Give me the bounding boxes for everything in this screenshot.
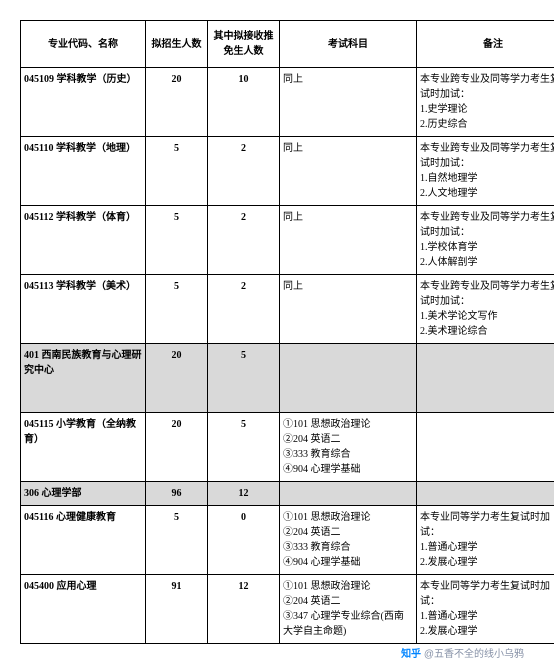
- admission-table: 专业代码、名称 拟招生人数 其中拟接收推免生人数 考试科目 备注 045109 …: [20, 20, 554, 644]
- cell-code: 401 西南民族教育与心理研究中心: [21, 344, 146, 413]
- cell-subj: 同上: [280, 206, 417, 275]
- header-row: 专业代码、名称 拟招生人数 其中拟接收推免生人数 考试科目 备注: [21, 21, 554, 68]
- cell-note: [417, 413, 554, 482]
- cell-num2: 12: [208, 482, 280, 506]
- table-body: 045109 学科教学（历史）2010同上本专业跨专业及同等学力考生复试时加试：…: [21, 68, 554, 644]
- cell-subj: 同上: [280, 275, 417, 344]
- brand-text: 知乎: [401, 649, 421, 660]
- table-row: 045400 应用心理9112①101 思想政治理论 ②204 英语二 ③347…: [21, 575, 554, 644]
- cell-code: 045115 小学教育（全纳教育）: [21, 413, 146, 482]
- cell-num2: 2: [208, 137, 280, 206]
- cell-code: 306 心理学部: [21, 482, 146, 506]
- header-note: 备注: [417, 21, 554, 68]
- header-subj: 考试科目: [280, 21, 417, 68]
- cell-note: 本专业跨专业及同等学力考生复试时加试： 1.学校体育学 2.人体解剖学: [417, 206, 554, 275]
- cell-subj: [280, 344, 417, 413]
- cell-note: 本专业同等学力考生复试时加试： 1.普通心理学 2.发展心理学: [417, 506, 554, 575]
- cell-subj: 同上: [280, 68, 417, 137]
- cell-num1: 20: [146, 413, 208, 482]
- cell-note: 本专业跨专业及同等学力考生复试时加试： 1.史学理论 2.历史综合: [417, 68, 554, 137]
- cell-num2: 2: [208, 275, 280, 344]
- cell-num1: 5: [146, 206, 208, 275]
- cell-num2: 5: [208, 413, 280, 482]
- cell-num1: 91: [146, 575, 208, 644]
- cell-code: 045116 心理健康教育: [21, 506, 146, 575]
- cell-code: 045112 学科教学（体育）: [21, 206, 146, 275]
- cell-num1: 20: [146, 68, 208, 137]
- table-row: 045110 学科教学（地理）52同上本专业跨专业及同等学力考生复试时加试： 1…: [21, 137, 554, 206]
- cell-num1: 96: [146, 482, 208, 506]
- table-row: 045109 学科教学（历史）2010同上本专业跨专业及同等学力考生复试时加试：…: [21, 68, 554, 137]
- cell-subj: 同上: [280, 137, 417, 206]
- header-num1: 拟招生人数: [146, 21, 208, 68]
- cell-code: 045113 学科教学（美术）: [21, 275, 146, 344]
- table-row: 401 西南民族教育与心理研究中心205: [21, 344, 554, 413]
- user-text: @五香不全的线小乌鸦: [424, 649, 524, 660]
- cell-num2: 12: [208, 575, 280, 644]
- cell-num1: 5: [146, 137, 208, 206]
- cell-note: [417, 482, 554, 506]
- cell-note: [417, 344, 554, 413]
- cell-subj: ①101 思想政治理论 ②204 英语二 ③347 心理学专业综合(西南大学自主…: [280, 575, 417, 644]
- cell-subj: [280, 482, 417, 506]
- cell-num1: 20: [146, 344, 208, 413]
- table-row: 045113 学科教学（美术）52同上本专业跨专业及同等学力考生复试时加试： 1…: [21, 275, 554, 344]
- table-row: 045116 心理健康教育50①101 思想政治理论 ②204 英语二 ③333…: [21, 506, 554, 575]
- cell-code: 045110 学科教学（地理）: [21, 137, 146, 206]
- cell-note: 本专业同等学力考生复试时加试： 1.普通心理学 2.发展心理学: [417, 575, 554, 644]
- cell-num2: 2: [208, 206, 280, 275]
- cell-note: 本专业跨专业及同等学力考生复试时加试： 1.美术学论文写作 2.美术理论综合: [417, 275, 554, 344]
- header-num2: 其中拟接收推免生人数: [208, 21, 280, 68]
- cell-num2: 0: [208, 506, 280, 575]
- header-code: 专业代码、名称: [21, 21, 146, 68]
- cell-code: 045109 学科教学（历史）: [21, 68, 146, 137]
- cell-num2: 10: [208, 68, 280, 137]
- table-row: 306 心理学部9612: [21, 482, 554, 506]
- cell-subj: ①101 思想政治理论 ②204 英语二 ③333 教育综合 ④904 心理学基…: [280, 413, 417, 482]
- cell-num1: 5: [146, 275, 208, 344]
- cell-note: 本专业跨专业及同等学力考生复试时加试： 1.自然地理学 2.人文地理学: [417, 137, 554, 206]
- cell-num1: 5: [146, 506, 208, 575]
- table-row: 045115 小学教育（全纳教育）205①101 思想政治理论 ②204 英语二…: [21, 413, 554, 482]
- table-row: 045112 学科教学（体育）52同上本专业跨专业及同等学力考生复试时加试： 1…: [21, 206, 554, 275]
- cell-code: 045400 应用心理: [21, 575, 146, 644]
- cell-subj: ①101 思想政治理论 ②204 英语二 ③333 教育综合 ④904 心理学基…: [280, 506, 417, 575]
- watermark: 知乎 @五香不全的线小乌鸦: [401, 645, 524, 660]
- cell-num2: 5: [208, 344, 280, 413]
